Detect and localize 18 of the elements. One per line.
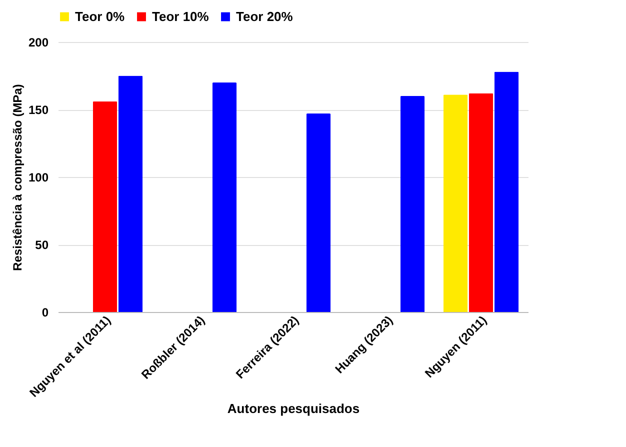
bar	[400, 96, 425, 312]
y-tick-label: 200	[28, 36, 49, 50]
bar	[306, 114, 331, 312]
bar	[468, 93, 494, 312]
y-tick-label: 0	[42, 306, 49, 320]
bar	[443, 94, 468, 312]
bar	[118, 76, 143, 312]
y-axis-title: Resistência à compressão (MPa)	[10, 84, 24, 271]
legend-label: Teor 0%	[75, 8, 126, 24]
legend-label: Teor 10%	[152, 8, 210, 24]
bar	[92, 101, 118, 312]
y-tick-label: 50	[35, 238, 49, 252]
bar	[494, 72, 519, 312]
legend-label: Teor 20%	[236, 8, 294, 24]
bar	[212, 82, 237, 312]
y-tick-label: 100	[28, 170, 49, 184]
x-axis-title: Autores pesquisados	[227, 401, 360, 416]
y-tick-label: 150	[28, 103, 49, 117]
